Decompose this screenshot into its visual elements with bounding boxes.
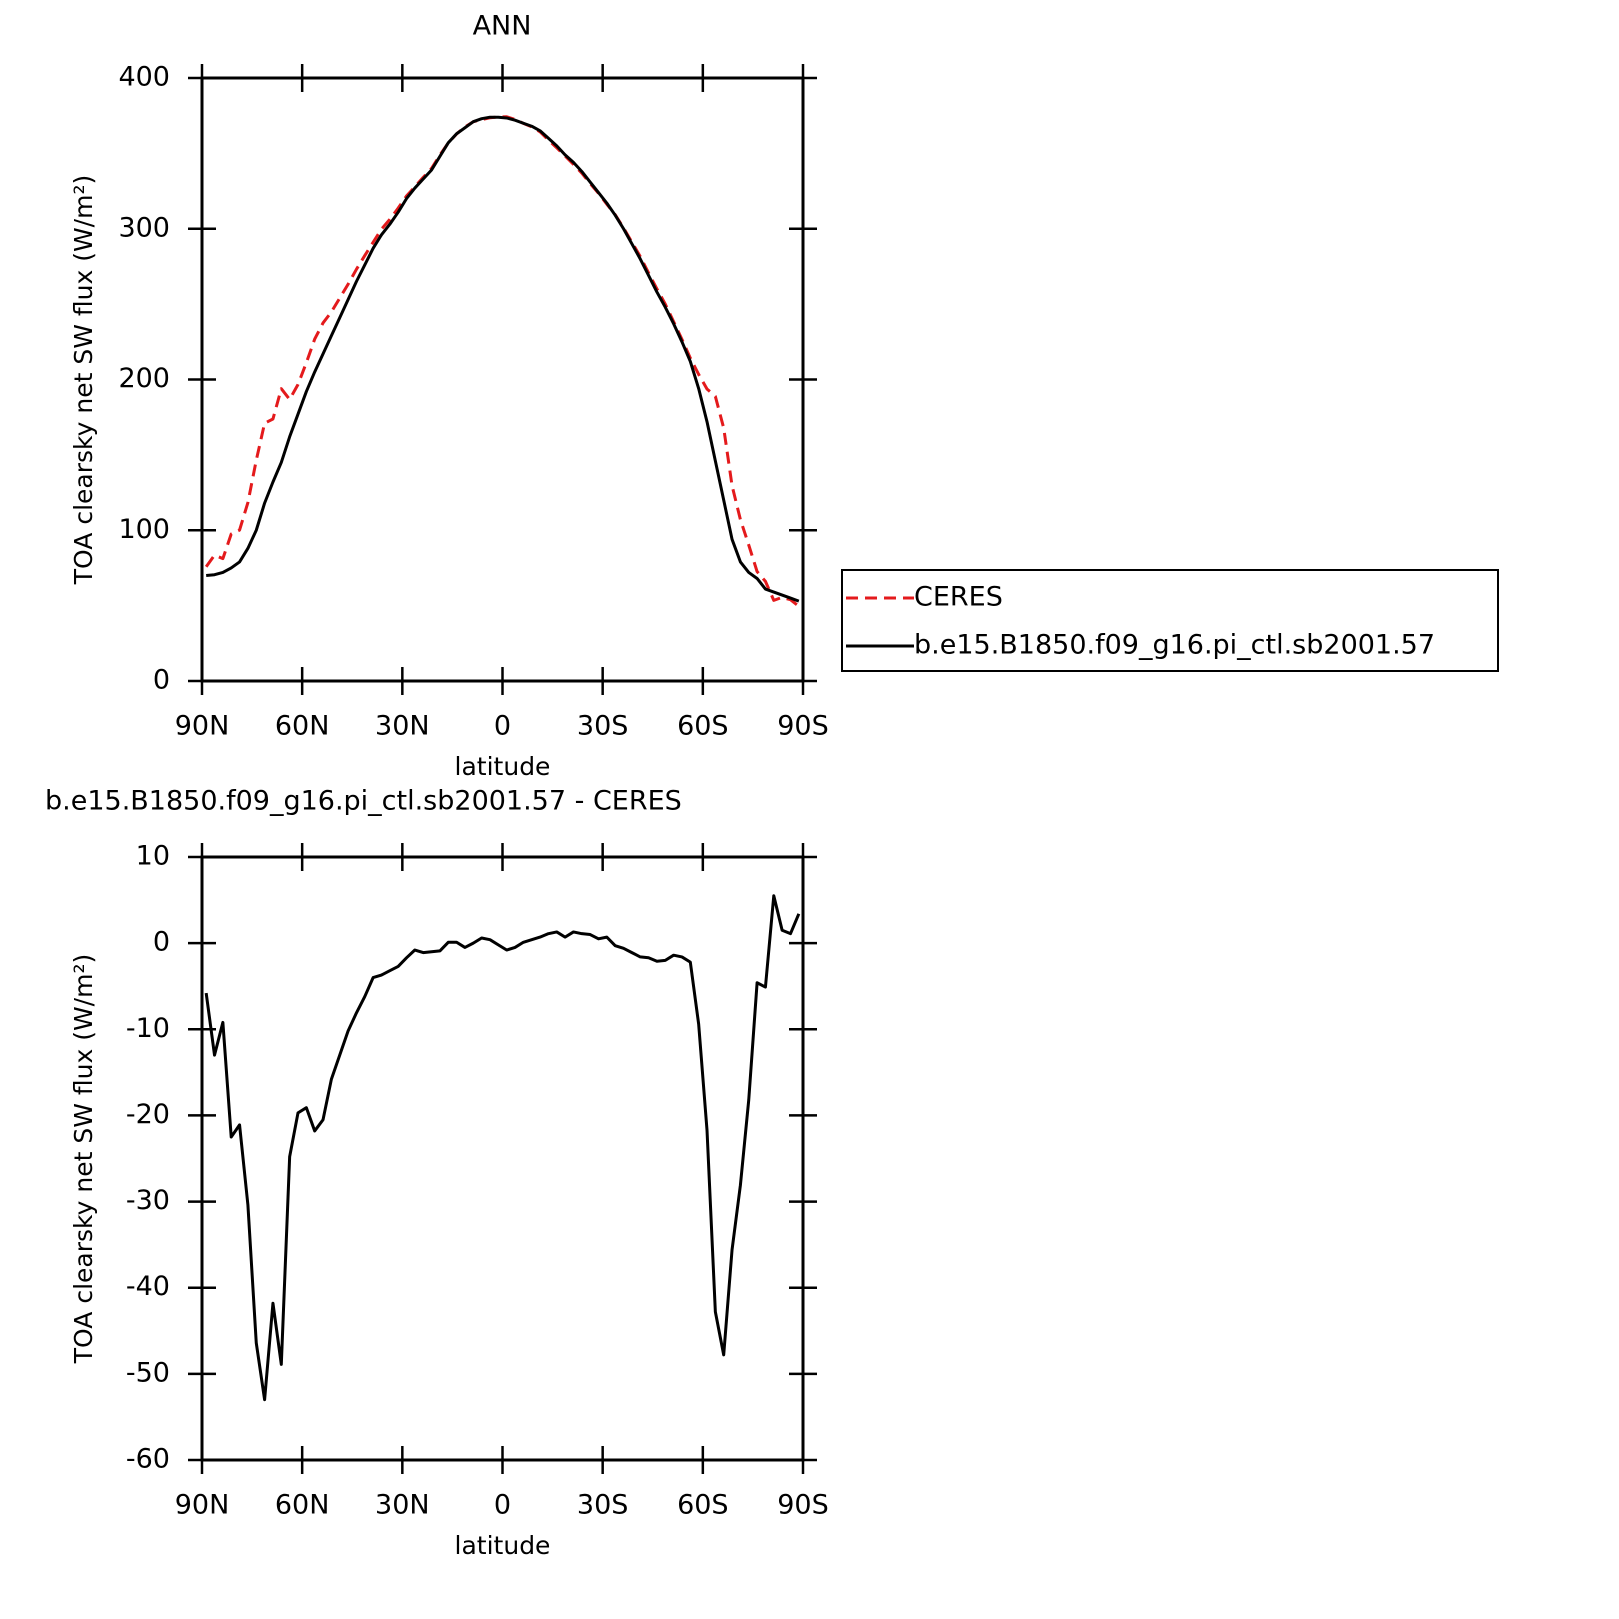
x-tick-label: 30N — [375, 1490, 430, 1521]
x-tick-label: 60S — [677, 1490, 729, 1521]
y-tick-label: -50 — [126, 1357, 170, 1388]
legend-label: CERES — [914, 582, 1003, 613]
x-tick-label: 90S — [777, 711, 829, 742]
y-tick-label: -20 — [126, 1099, 170, 1130]
y-tick-label: -30 — [126, 1185, 170, 1216]
x-tick-label: 90N — [175, 711, 230, 742]
x-tick-label: 90S — [777, 1490, 829, 1521]
x-axis-label: latitude — [455, 1531, 551, 1560]
x-tick-label: 0 — [494, 1490, 511, 1521]
x-tick-label: 0 — [494, 711, 511, 742]
x-axis-label: latitude — [455, 752, 551, 781]
y-tick-label: 200 — [118, 363, 170, 394]
x-tick-label: 30N — [375, 711, 430, 742]
y-tick-label: -10 — [126, 1013, 170, 1044]
y-tick-label: 0 — [153, 927, 170, 958]
y-tick-label: 300 — [118, 212, 170, 243]
y-tick-label: 10 — [136, 841, 170, 872]
y-tick-label: 0 — [153, 665, 170, 696]
data-line — [204, 115, 800, 608]
x-tick-label: 30S — [577, 1490, 629, 1521]
chart-title: b.e15.B1850.f09_g16.pi_ctl.sb2001.57 - C… — [45, 786, 682, 817]
plot-frame — [200, 76, 805, 683]
plot-frame — [200, 855, 805, 1462]
data-line — [204, 894, 801, 1402]
y-tick-label: -40 — [126, 1271, 170, 1302]
y-axis-label: TOA clearsky net SW flux (W/m²) — [69, 175, 98, 585]
x-tick-label: 60N — [275, 711, 330, 742]
y-tick-label: 400 — [118, 62, 170, 93]
x-tick-label: 90N — [175, 1490, 230, 1521]
y-axis-label: TOA clearsky net SW flux (W/m²) — [69, 954, 98, 1364]
legend-label: b.e15.B1850.f09_g16.pi_ctl.sb2001.57 — [914, 630, 1435, 661]
legend-box — [841, 569, 1499, 672]
chart-title: ANN — [473, 11, 532, 42]
y-tick-label: 100 — [118, 514, 170, 545]
x-tick-label: 30S — [577, 711, 629, 742]
y-tick-label: -60 — [126, 1444, 170, 1475]
x-tick-label: 60N — [275, 1490, 330, 1521]
data-line — [206, 115, 800, 603]
x-tick-label: 60S — [677, 711, 729, 742]
